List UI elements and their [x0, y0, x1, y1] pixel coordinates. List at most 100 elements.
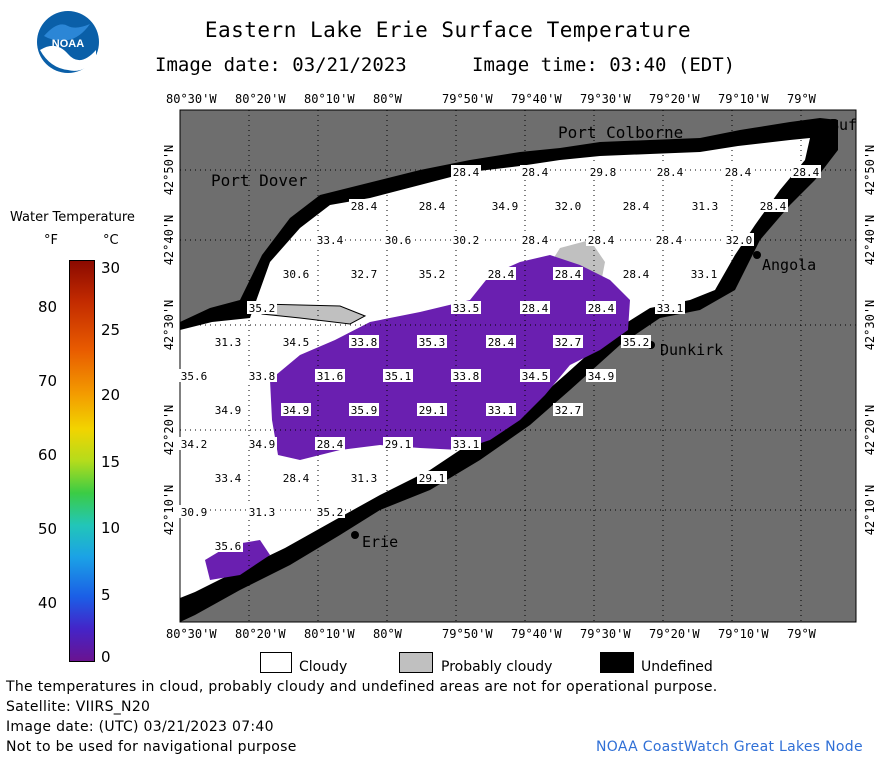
temp-label-bg — [486, 403, 516, 416]
temperature-label: 35.9 — [351, 404, 378, 417]
satellite: Satellite: VIIRS_N20 — [6, 699, 151, 715]
temperature-label: 33.1 — [657, 302, 684, 315]
buffalo-marker — [820, 121, 828, 129]
lon-label-top: 79°W — [787, 92, 816, 106]
legend-f-unit: °F — [44, 233, 58, 248]
temp-label-bg — [417, 403, 447, 416]
lon-label-top: 79°20'W — [649, 92, 700, 106]
temperature-label: 28.4 — [522, 234, 549, 247]
temperature-label: 34.5 — [283, 336, 310, 349]
temperature-label: 28.4 — [760, 200, 787, 213]
lon-label-bottom: 80°10'W — [304, 627, 355, 641]
lon-label-bottom: 79°50'W — [442, 627, 493, 641]
temperature-label: 35.2 — [419, 268, 446, 281]
temp-label-bg — [349, 199, 379, 212]
legend-title: Water Temperature — [10, 210, 135, 225]
temperature-label: 32.0 — [726, 234, 753, 247]
temperature-label: 33.4 — [317, 234, 344, 247]
temperature-label: 28.4 — [657, 166, 684, 179]
temp-label-bg — [383, 437, 413, 450]
temp-label-bg — [451, 233, 481, 246]
angola-marker — [753, 251, 761, 259]
image-time: Image time: 03:40 (EDT) — [472, 54, 736, 76]
temp-label-bg — [451, 301, 481, 314]
lat-label-right: 42°10'N — [863, 484, 877, 536]
fahrenheit-tick: 50 — [38, 520, 58, 538]
temp-label-bg — [553, 199, 583, 212]
temp-label-bg — [654, 233, 684, 246]
place-port-colborne: Port Colborne — [558, 123, 684, 142]
temperature-label: 30.6 — [283, 268, 310, 281]
temperature-label: 28.4 — [623, 200, 650, 213]
place-buffalo: Buf — [830, 116, 858, 134]
temperature-label: 31.3 — [215, 336, 242, 349]
lat-label-left: 42°30'N — [162, 299, 176, 351]
logo-text: NOAA — [52, 38, 84, 50]
temp-label-bg — [213, 539, 243, 552]
temp-label-bg — [247, 505, 277, 518]
temperature-label: 33.8 — [453, 370, 480, 383]
lon-label-bottom: 80°20'W — [235, 627, 286, 641]
noaa-logo: NOAA — [36, 10, 100, 74]
temperature-label: 32.0 — [555, 200, 582, 213]
temp-label-bg — [655, 301, 685, 314]
lon-label-top: 79°50'W — [442, 92, 493, 106]
celsius-tick: 25 — [101, 321, 121, 339]
temperature-label: 34.9 — [588, 370, 615, 383]
lon-label-top: 80°W — [373, 92, 402, 106]
temperature-label: 28.4 — [522, 166, 549, 179]
lon-label-bottom: 79°W — [787, 627, 816, 641]
temp-label-bg — [486, 267, 516, 280]
lon-label-top: 79°10'W — [718, 92, 769, 106]
temp-label-bg — [451, 437, 481, 450]
temp-label-bg — [451, 165, 481, 178]
temperature-label: 32.7 — [555, 336, 582, 349]
lat-label-left: 42°10'N — [162, 484, 176, 536]
undefined-label: Undefined — [641, 659, 713, 675]
temp-label-bg — [621, 335, 651, 348]
lon-label-bottom: 79°20'W — [649, 627, 700, 641]
temp-label-bg — [758, 199, 788, 212]
temperature-label: 33.8 — [249, 370, 276, 383]
temperature-label: 34.9 — [492, 200, 519, 213]
lat-label-right: 42°40'N — [863, 214, 877, 266]
temp-label-bg — [349, 267, 379, 280]
temp-label-bg — [553, 267, 583, 280]
lat-label-right: 42°30'N — [863, 299, 877, 351]
disclaimer: The temperatures in cloud, probably clou… — [6, 679, 718, 695]
temp-label-bg — [179, 505, 209, 518]
temperature-label: 28.4 — [283, 472, 310, 485]
temperature-label: 28.4 — [522, 302, 549, 315]
temp-label-bg — [213, 403, 243, 416]
temperature-label: 33.5 — [453, 302, 480, 315]
temperature-label: 32.7 — [555, 404, 582, 417]
temp-label-bg — [586, 301, 616, 314]
temp-label-bg — [247, 301, 277, 314]
temperature-label: 34.9 — [249, 438, 276, 451]
celsius-tick: 20 — [101, 386, 121, 404]
lon-label-top: 80°20'W — [235, 92, 286, 106]
temperature-label: 33.1 — [453, 438, 480, 451]
temperature-label: 29.1 — [419, 472, 446, 485]
place-port-dover: Port Dover — [211, 171, 308, 190]
temp-label-bg — [349, 471, 379, 484]
credit-link[interactable]: NOAA CoastWatch Great Lakes Node — [596, 739, 863, 755]
temperature-label: 34.2 — [181, 438, 208, 451]
celsius-tick: 0 — [101, 648, 111, 666]
temp-label-bg — [247, 369, 277, 382]
temp-label-bg — [179, 437, 209, 450]
temperature-label: 30.9 — [181, 506, 208, 519]
map-title: Eastern Lake Erie Surface Temperature — [204, 18, 692, 42]
temp-label-bg — [553, 335, 583, 348]
temp-label-bg — [724, 233, 754, 246]
celsius-tick: 10 — [101, 519, 121, 537]
place-angola: Angola — [762, 256, 817, 274]
temperature-label: 28.4 — [317, 438, 344, 451]
temperature-label: 33.1 — [488, 404, 515, 417]
temp-label-bg — [621, 267, 651, 280]
temperature-label: 28.4 — [488, 336, 515, 349]
lat-label-left: 42°40'N — [162, 214, 176, 266]
temp-label-bg — [520, 233, 550, 246]
lon-label-bottom: 79°30'W — [580, 627, 631, 641]
lon-label-bottom: 79°10'W — [718, 627, 769, 641]
